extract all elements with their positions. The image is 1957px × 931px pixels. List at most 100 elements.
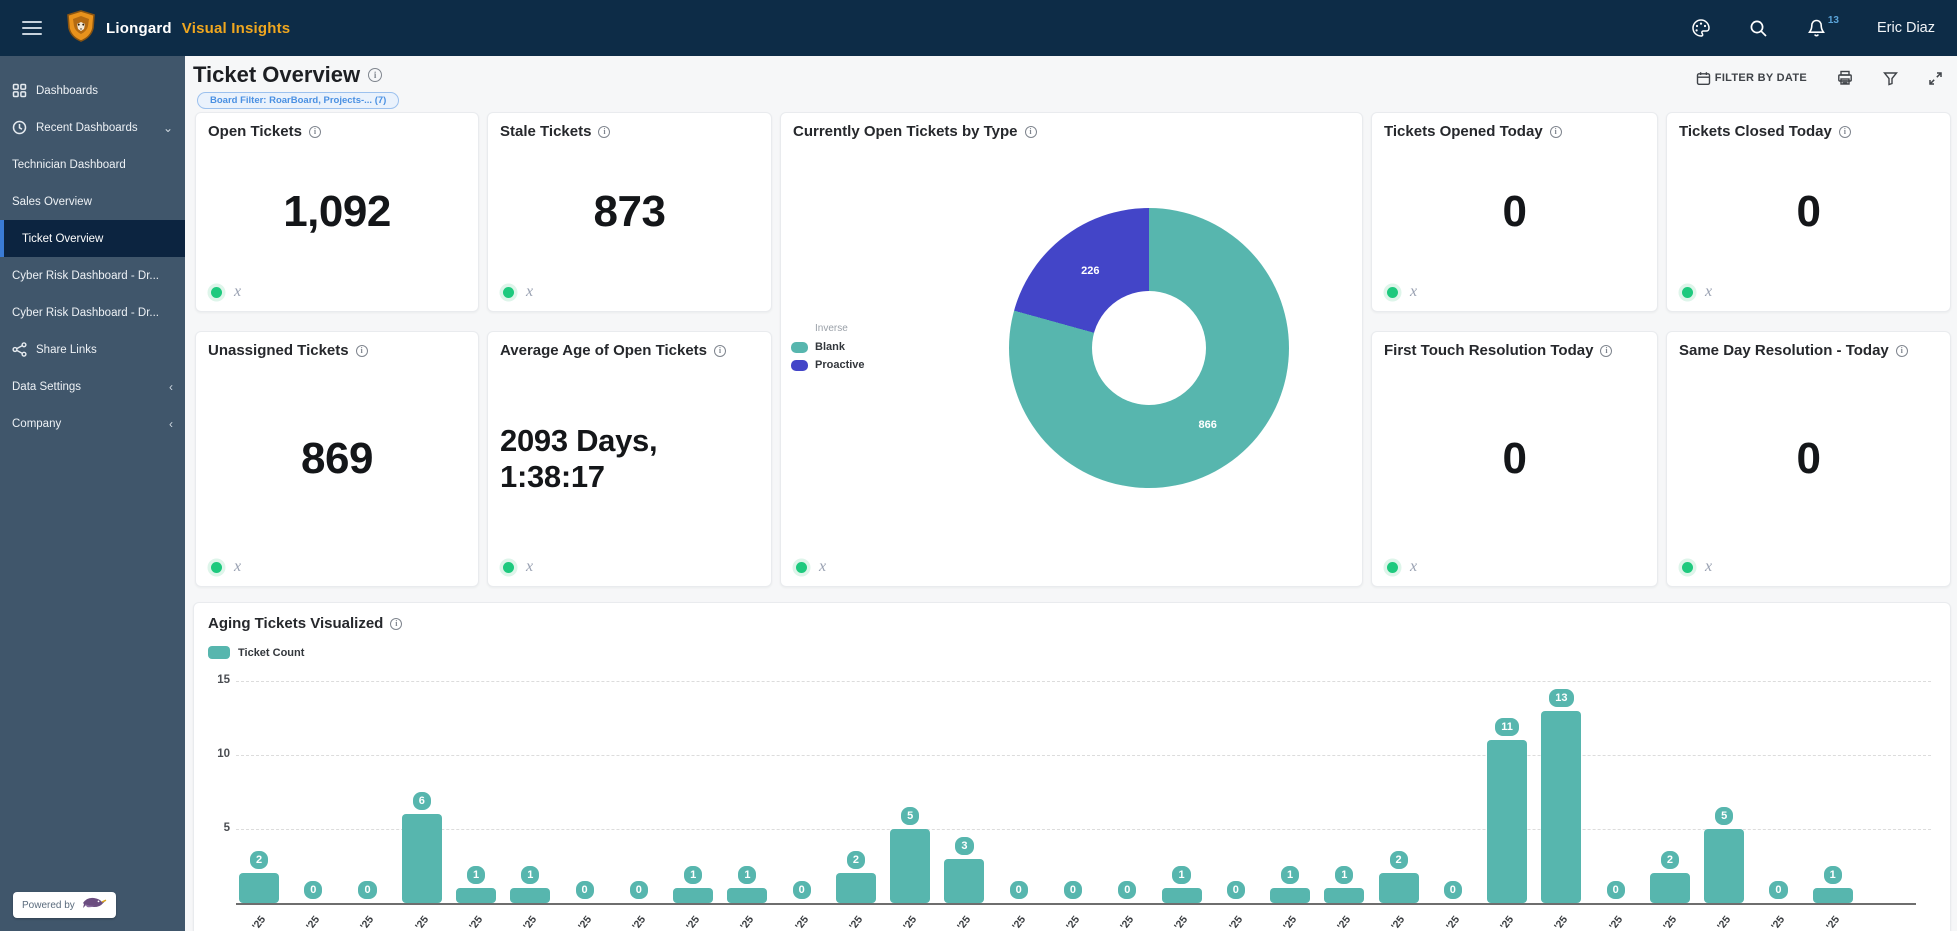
notifications-bell-icon[interactable]: 13	[1807, 15, 1839, 38]
card-info-icon[interactable]: i	[714, 344, 727, 357]
y-axis-tick-label: 10	[217, 748, 230, 760]
bar[interactable]	[944, 858, 985, 903]
bar-slots: 2 '25 0 '25 0 '25 6 '25 1 '25 1 '25 0 '25 0 '25 1 '25 1 '25…	[236, 681, 1856, 931]
sidebar-item-label: Dashboards	[36, 84, 99, 97]
legend-item-proactive[interactable]: Proactive	[791, 359, 865, 371]
sidebar-item-share-links[interactable]: Share Links	[0, 331, 185, 368]
bar[interactable]	[727, 888, 768, 903]
card-info-icon[interactable]: i	[308, 125, 321, 138]
card-info-icon[interactable]: i	[1600, 344, 1613, 357]
sidebar-item-sales-overview[interactable]: Sales Overview	[0, 183, 185, 220]
fullscreen-button[interactable]	[1928, 71, 1943, 86]
card-title: Average Age of Open Tickets	[500, 342, 708, 359]
hamburger-menu-icon[interactable]	[22, 21, 42, 35]
bar[interactable]	[1704, 829, 1745, 903]
page-title: Ticket Overview	[193, 62, 361, 87]
print-button[interactable]	[1837, 70, 1853, 86]
bar[interactable]	[835, 873, 876, 903]
card-footer: x	[208, 283, 466, 301]
brand-logo-group[interactable]: Liongard Visual Insights	[66, 9, 290, 47]
bar[interactable]	[239, 873, 279, 903]
filter-button[interactable]	[1883, 71, 1898, 86]
bar[interactable]	[1161, 888, 1202, 903]
bar[interactable]	[1812, 888, 1853, 903]
status-dot	[1387, 561, 1398, 573]
filter-by-date-button[interactable]: FILTER BY DATE	[1696, 71, 1807, 86]
bar-slot: 11 '25	[1484, 681, 1530, 931]
source-logo: x	[1705, 558, 1713, 575]
board-filter-chip[interactable]: Board Filter: RoarBoard, Projects-... (7…	[197, 92, 400, 109]
status-dot	[211, 286, 222, 298]
theme-palette-icon[interactable]	[1691, 18, 1711, 38]
donut-chart[interactable]: 866 226	[1009, 208, 1289, 488]
status-dot	[796, 561, 807, 573]
sidebar-item-label: Cyber Risk Dashboard - Dr...	[12, 306, 159, 319]
bar-chart: 5 10 15 2'25 0'25 0'25 6'25 1'25 1'25 0'25 0'25 1'2…	[194, 603, 1950, 931]
card-info-icon[interactable]: i	[598, 125, 611, 138]
card-info-icon[interactable]: i	[1024, 125, 1037, 138]
card-title-row: Tickets Closed Today i	[1679, 123, 1938, 140]
bar[interactable]	[1378, 873, 1419, 903]
bar-value-label: 6	[412, 792, 431, 811]
sidebar-item-technician-dashboard[interactable]: Technician Dashboard	[0, 146, 185, 183]
source-logo: x	[526, 283, 534, 300]
card-footer: x	[1384, 283, 1645, 301]
search-icon[interactable]	[1749, 18, 1769, 38]
source-logo: x	[526, 558, 534, 575]
card-footer: x	[1679, 283, 1938, 301]
x-axis-tick-label: '25	[1715, 913, 1734, 931]
bar[interactable]	[401, 814, 442, 903]
bar-slot: 1 '25	[1810, 681, 1856, 931]
bar-value-label: 0	[1443, 881, 1462, 899]
sidebar-item-company[interactable]: Company ‹	[0, 405, 185, 442]
sidebar-item-data-settings[interactable]: Data Settings ‹	[0, 368, 185, 405]
bar-slot: 2 '25	[833, 681, 879, 931]
sidebar-item-dashboards[interactable]: Dashboards	[0, 72, 185, 109]
powered-by-badge[interactable]: Powered by	[13, 892, 116, 918]
sidebar-item-label: Data Settings	[12, 380, 82, 393]
chevron-left-icon: ‹	[169, 416, 173, 431]
bar[interactable]	[1487, 740, 1528, 903]
card-info-icon[interactable]: i	[355, 344, 368, 357]
bar[interactable]	[1649, 873, 1690, 903]
legend-item-blank[interactable]: Blank	[791, 341, 865, 353]
card-title: Stale Tickets	[500, 123, 592, 140]
bar[interactable]	[456, 888, 497, 903]
bar-legend[interactable]: Ticket Count	[208, 646, 1936, 659]
bar-value-label: 0	[358, 881, 377, 899]
x-axis-tick-label: '25	[1443, 913, 1462, 931]
bar[interactable]	[890, 829, 931, 903]
bar[interactable]	[1324, 888, 1365, 903]
sidebar-item-cyber-risk-dashboard-dr[interactable]: Cyber Risk Dashboard - Dr...	[0, 294, 185, 331]
stat-value: 0	[1502, 186, 1527, 236]
bar-slot: 5 '25	[1701, 681, 1747, 931]
bar-slot: 1 '25	[507, 681, 553, 931]
bar[interactable]	[510, 888, 551, 903]
bar-slot: 0 '25	[616, 681, 662, 931]
page-title-info-icon[interactable]: i	[368, 68, 383, 82]
sidebar-item-recent-dashboards[interactable]: Recent Dashboards ⌄	[0, 109, 185, 146]
sidebar-item-ticket-overview[interactable]: Ticket Overview	[0, 220, 185, 257]
x-axis-tick-label: '25	[412, 913, 431, 931]
bar[interactable]	[1270, 888, 1311, 903]
card-info-icon[interactable]: i	[1549, 125, 1562, 138]
bar-value-label: 13	[1549, 688, 1574, 707]
bar[interactable]	[673, 888, 714, 903]
header-toolbar: FILTER BY DATE	[1696, 70, 1943, 86]
sidebar-item-cyber-risk-dashboard-dr[interactable]: Cyber Risk Dashboard - Dr...	[0, 257, 185, 294]
calendar-icon	[1696, 71, 1710, 85]
bar-slot: 13 '25	[1538, 681, 1584, 931]
card-info-icon[interactable]: i	[390, 617, 403, 630]
bar[interactable]	[1541, 710, 1582, 903]
bar-value-label: 0	[792, 881, 811, 899]
legend-swatch	[208, 646, 230, 659]
bar-slot: 0 '25	[779, 681, 825, 931]
card-info-icon[interactable]: i	[1895, 344, 1908, 357]
card-title: Open Tickets	[208, 123, 302, 140]
card-footer: x	[1384, 558, 1645, 576]
card-info-icon[interactable]: i	[1838, 125, 1851, 138]
bar-slot: 5 '25	[887, 681, 933, 931]
user-menu[interactable]: Eric Diaz	[1876, 20, 1935, 36]
card-title-row: Tickets Opened Today i	[1384, 123, 1645, 140]
bar-value-label: 0	[1606, 881, 1625, 899]
